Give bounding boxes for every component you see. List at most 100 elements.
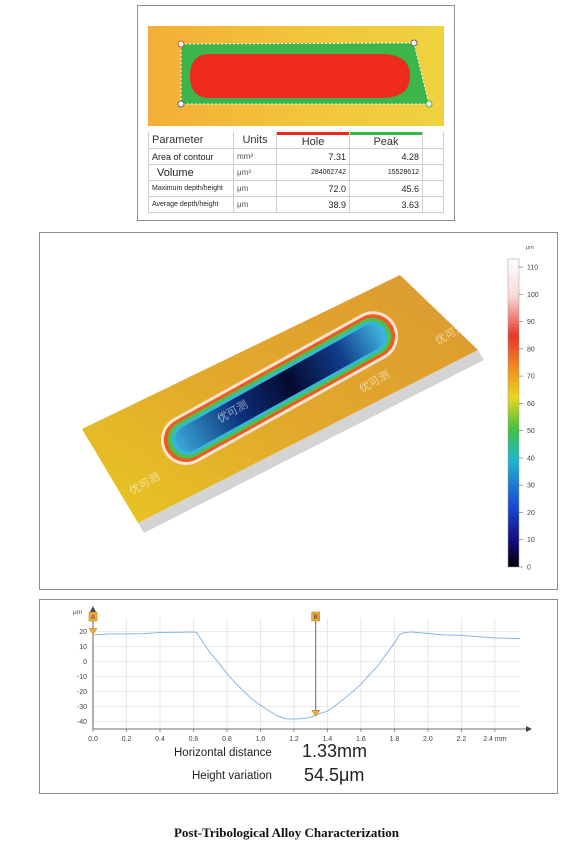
row-parameter: Volume	[148, 164, 234, 181]
plot-grid	[92, 618, 520, 729]
colorbar-tick-label: 70	[527, 374, 535, 381]
colorbar-tick-label: 10	[527, 537, 535, 544]
x-tick-label: 0.0	[88, 736, 98, 743]
height-variation-label: Height variation	[192, 770, 272, 782]
surface-3d-panel: 优可测 优可测 优可测 优可测 优可测 μm 110 100 90 80 70 60 50 4…	[39, 232, 558, 590]
colorbar-tick-label: 90	[527, 319, 535, 326]
y-tick-label: 10	[79, 644, 87, 651]
x-tick-label: 1.0	[256, 736, 266, 743]
table-row: Area of contour mm² 7.31 4.28	[148, 148, 444, 165]
y-tick-label: 0	[83, 659, 87, 666]
y-unit-label: μm	[73, 609, 82, 616]
table-row: Volume μm³ 284062742 15528612	[148, 164, 444, 181]
contour-handle[interactable]	[410, 39, 418, 47]
track-bottom	[175, 324, 384, 452]
hole-contour-region	[190, 54, 410, 98]
x-tick-label: 0.2	[122, 736, 132, 743]
profile-line	[92, 631, 521, 720]
row-spacer	[422, 196, 444, 213]
x-tick-label: 0.4	[155, 736, 165, 743]
contour-map	[148, 26, 444, 126]
row-hole-value: 38.9	[276, 196, 350, 213]
x-tick-label: 0.6	[189, 736, 199, 743]
header-units: Units	[233, 132, 277, 149]
y-tick-label: -40	[77, 719, 87, 726]
row-hole-value: 72.0	[276, 180, 350, 197]
row-hole-value: 7.31	[276, 148, 350, 165]
horizontal-distance-label: Horizontal distance	[174, 747, 272, 759]
contour-handle[interactable]	[177, 40, 185, 48]
x-tick-label: 1.8	[390, 736, 400, 743]
x-tick-label: 0.8	[222, 736, 232, 743]
colorbar-tick-label: 20	[527, 510, 535, 517]
profile-panel: 20 10 0 -10 -20 -30 -40 0.0 0.2 0.4 0.6 0.8 1.0 1.2 1.…	[39, 599, 558, 794]
y-axis-arrow	[90, 606, 96, 612]
colorbar-gradient	[507, 258, 520, 568]
x-tick-label: 1.4	[323, 736, 333, 743]
row-peak-value: 4.28	[349, 148, 423, 165]
horizontal-distance-value: 1.33mm	[302, 741, 368, 761]
x-axis-arrow	[526, 726, 532, 732]
parameter-table: Parameter Units Hole Peak Area of contou…	[148, 132, 444, 213]
x-tick-label: 2.0	[423, 736, 433, 743]
table-row: Average depth/height μm 38.9 3.63	[148, 196, 444, 213]
colorbar-tick-label: 0	[527, 565, 531, 572]
colorbar-tick-label: 60	[527, 401, 535, 408]
cursor-marker[interactable]	[88, 628, 98, 635]
row-unit: mm²	[233, 148, 277, 165]
contour-handle[interactable]	[425, 100, 433, 108]
height-variation-value: 54.5μm	[304, 765, 365, 785]
cursor-flag[interactable]	[311, 611, 320, 622]
row-peak-value: 15528612	[349, 164, 423, 181]
y-tick-label: -30	[77, 704, 87, 711]
row-parameter: Maximum depth/height	[148, 180, 234, 197]
row-peak-value: 3.63	[349, 196, 423, 213]
plate-side-front	[138, 350, 484, 533]
x-tick-label: 1.6	[356, 736, 366, 743]
figure-caption: Post-Tribological Alloy Characterization	[173, 825, 400, 840]
colorbar-tick-label: 30	[527, 483, 535, 490]
y-tick-label: -20	[77, 689, 87, 696]
plot-tick-labels: 20 10 0 -10 -20 -30 -40 0.0 0.2 0.4 0.6 0.8 1.0 1.2 1.…	[73, 609, 507, 743]
x-tick-label: 2.4 mm	[483, 736, 507, 743]
y-tick-label: 20	[79, 629, 87, 636]
colorbar-tick-label: 50	[527, 428, 535, 435]
table-row: Maximum depth/height μm 72.0 45.6	[148, 180, 444, 197]
x-tick-label: 1.2	[289, 736, 299, 743]
peak-color-bar	[350, 132, 422, 135]
row-parameter: Area of contour	[148, 148, 234, 165]
colorbar-tick-label: 110	[527, 265, 538, 272]
row-hole-value: 284062742	[276, 164, 350, 181]
cursor-flag-label: B	[314, 615, 318, 621]
header-hole: Hole	[276, 132, 350, 149]
row-spacer	[422, 180, 444, 197]
row-unit: μm	[233, 196, 277, 213]
header-spacer	[422, 132, 444, 149]
colorbar-tick-label: 80	[527, 346, 535, 353]
hole-color-bar	[277, 132, 349, 135]
contour-analysis-panel: Parameter Units Hole Peak Area of contou…	[137, 5, 455, 221]
row-unit: μm	[233, 180, 277, 197]
cursor-marker[interactable]	[311, 710, 321, 717]
row-spacer	[422, 148, 444, 165]
y-tick-label: -10	[77, 674, 87, 681]
row-parameter: Average depth/height	[148, 196, 234, 213]
profile-series	[92, 631, 521, 720]
row-peak-value: 45.6	[349, 180, 423, 197]
cursor-flag-label: A	[91, 615, 95, 621]
table-header-row: Parameter Units Hole Peak	[148, 132, 444, 149]
contour-handle[interactable]	[177, 100, 185, 108]
colorbar-unit: μm	[526, 245, 534, 251]
x-tick-label: 2.2	[457, 736, 467, 743]
header-parameter: Parameter	[148, 132, 234, 149]
row-unit: μm³	[233, 164, 277, 181]
plot-axes	[90, 606, 532, 732]
cursor-flag[interactable]	[88, 611, 98, 622]
surface-3d-view[interactable]: 优可测 优可测 优可测 优可测 优可测 μm 11010090807060504…	[40, 233, 557, 589]
colorbar-tick-label: 40	[527, 455, 535, 462]
header-peak: Peak	[349, 132, 423, 149]
